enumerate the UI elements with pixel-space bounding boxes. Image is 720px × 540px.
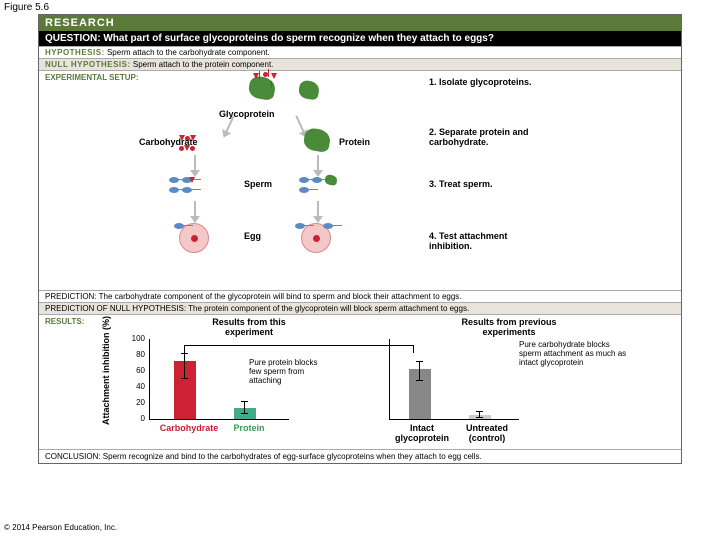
arrow-down-icon xyxy=(194,201,196,217)
ytick: 60 xyxy=(129,366,145,375)
hypothesis-label: HYPOTHESIS: xyxy=(45,48,105,57)
results-box: RESULTS: Results from this experiment Re… xyxy=(39,314,681,449)
right-chart-title: Results from previous experiments xyxy=(439,317,579,337)
arrow-down-icon xyxy=(317,155,319,171)
step-2-num: 2. xyxy=(429,127,437,137)
x-label-ctrl: Untreated (control) xyxy=(457,423,517,443)
conclusion-label: CONCLUSION: xyxy=(45,452,101,461)
question-text: What part of surface glycoproteins do sp… xyxy=(103,33,494,44)
step-4-text: Test attachment inhibition. xyxy=(429,231,507,251)
errbar xyxy=(184,353,185,379)
ytick: 0 xyxy=(129,414,145,423)
right-chart xyxy=(379,339,529,429)
step-4-num: 4. xyxy=(429,231,437,241)
ytick: 80 xyxy=(129,350,145,359)
errbar xyxy=(244,401,245,414)
y-axis-label: Attachment inhibition (%) xyxy=(101,316,111,425)
bar-carbohydrate xyxy=(174,361,196,419)
glycoprotein-label: Glycoprotein xyxy=(219,109,275,119)
carbohydrate-label: Carbohydrate xyxy=(139,137,198,147)
step-3-num: 3. xyxy=(429,179,437,189)
sperm-on-egg xyxy=(295,221,333,231)
errbar xyxy=(479,411,480,418)
research-frame: RESEARCH QUESTION: What part of surface … xyxy=(38,14,682,464)
setup-label: EXPERIMENTAL SETUP: xyxy=(45,73,139,82)
null-text: Sperm attach to the protein component. xyxy=(133,60,274,69)
arrow-down-icon xyxy=(194,155,196,171)
sperm-near-egg xyxy=(174,221,184,231)
null-pred-label: PREDICTION OF NULL HYPOTHESIS: xyxy=(45,304,186,313)
glycoprotein-icon xyxy=(249,77,275,101)
protein-icon xyxy=(304,129,330,153)
protein-label: Protein xyxy=(339,137,370,147)
prediction-row: PREDICTION: The carbohydrate component o… xyxy=(39,290,681,302)
prediction-text: The carbohydrate component of the glycop… xyxy=(99,292,462,301)
step-4: 4. Test attachment inhibition. xyxy=(429,231,549,251)
note-carbohydrate: Pure carbohydrate blocks sperm attachmen… xyxy=(519,341,629,367)
sperm-left-icon xyxy=(169,175,192,195)
step-1: 1. Isolate glycoproteins. xyxy=(429,77,549,87)
step-3-text: Treat sperm. xyxy=(439,179,493,189)
sperm-label: Sperm xyxy=(244,179,272,189)
bar-glycoprotein xyxy=(409,369,431,419)
note-protein: Pure protein blocks few sperm from attac… xyxy=(249,359,319,385)
null-label: NULL HYPOTHESIS: xyxy=(45,60,131,69)
results-label: RESULTS: xyxy=(45,317,84,326)
conclusion-row: CONCLUSION: Sperm recognize and bind to … xyxy=(39,449,681,463)
experimental-setup: EXPERIMENTAL SETUP: 1. Isolate glycoprot… xyxy=(39,70,681,290)
x-label-gly: Intact glycoprotein xyxy=(387,423,457,443)
x-label-prot: Protein xyxy=(224,423,274,433)
research-header: RESEARCH xyxy=(39,15,681,31)
step-3: 3. Treat sperm. xyxy=(429,179,549,189)
errbar xyxy=(419,361,420,381)
hypothesis-text: Sperm attach to the carbohydrate compone… xyxy=(107,48,270,57)
arrow-down-icon xyxy=(317,201,319,217)
sperm-right-icon xyxy=(299,175,322,195)
x-label-carb: Carbohydrate xyxy=(154,423,224,433)
left-chart-title: Results from this experiment xyxy=(189,317,309,337)
null-hypothesis-row: NULL HYPOTHESIS: Sperm attach to the pro… xyxy=(39,58,681,70)
hypothesis-row: HYPOTHESIS: Sperm attach to the carbohyd… xyxy=(39,46,681,58)
ytick: 20 xyxy=(129,398,145,407)
ytick: 100 xyxy=(129,334,145,343)
conclusion-text: Sperm recognize and bind to the carbohyd… xyxy=(103,452,482,461)
step-2: 2. Separate protein and carbohydrate. xyxy=(429,127,549,147)
figure-label: Figure 5.6 xyxy=(4,2,49,13)
copyright: © 2014 Pearson Education, Inc. xyxy=(4,523,117,532)
step-2-text: Separate protein and carbohydrate. xyxy=(429,127,529,147)
question-label: QUESTION: xyxy=(45,33,101,44)
ytick: 40 xyxy=(129,382,145,391)
step-1-num: 1. xyxy=(429,77,437,87)
question-bar: QUESTION: What part of surface glycoprot… xyxy=(39,31,681,46)
null-prediction-row: PREDICTION OF NULL HYPOTHESIS: The prote… xyxy=(39,302,681,314)
step-1-text: Isolate glycoproteins. xyxy=(439,77,532,87)
null-pred-text: The protein component of the glycoprotei… xyxy=(188,304,469,313)
prediction-label: PREDICTION: xyxy=(45,292,97,301)
glycoprotein-icon-2 xyxy=(299,81,319,101)
egg-label: Egg xyxy=(244,231,261,241)
